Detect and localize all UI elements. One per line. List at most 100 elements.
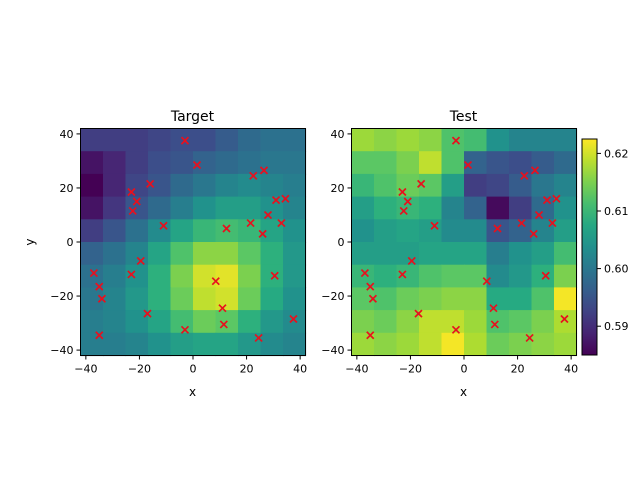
heatmap-cell xyxy=(215,128,239,152)
heatmap-cell xyxy=(396,128,420,152)
heatmap-cell xyxy=(238,151,262,175)
heatmap-cell xyxy=(396,242,420,266)
heatmap-cell xyxy=(464,196,488,220)
heatmap-cell xyxy=(148,128,172,152)
heatmap-cell xyxy=(80,196,104,220)
heatmap-cell xyxy=(419,128,443,152)
heatmap-cell xyxy=(351,310,375,334)
heatmap-cell xyxy=(509,310,533,334)
test-x-axis-ticks: −40 −20 0 20 40 xyxy=(345,355,578,376)
sample-marker xyxy=(403,197,412,206)
heatmap-cell xyxy=(238,310,262,334)
heatmap-cell xyxy=(419,242,443,266)
heatmap-cell xyxy=(103,332,127,357)
heatmap-cell xyxy=(170,242,194,266)
heatmap-cell xyxy=(554,332,578,357)
heatmap-cell xyxy=(148,173,172,198)
heatmap-cell xyxy=(125,332,149,357)
heatmap-cell xyxy=(554,287,578,311)
x-tick-label: 20 xyxy=(511,363,525,376)
heatmap-cell xyxy=(80,310,104,334)
heatmap-cell xyxy=(260,332,284,357)
target-y-axis-ticks: −40 −20 0 20 40 xyxy=(50,128,81,357)
y-tick-label: 0 xyxy=(67,236,74,249)
heatmap-cell xyxy=(103,287,127,311)
heatmap-cell xyxy=(193,242,217,266)
heatmap-cell xyxy=(419,287,443,311)
x-tick-label: −40 xyxy=(74,363,97,376)
heatmap-cell xyxy=(351,173,375,198)
heatmap-cell xyxy=(374,128,398,152)
heatmap-cell xyxy=(148,264,172,288)
target-panel: Target −40 −20 0 20 40 −40 −20 0 20 40 x y xyxy=(23,109,307,399)
heatmap-cell xyxy=(486,287,510,311)
sample-marker xyxy=(95,282,104,291)
heatmap-cell xyxy=(486,196,510,220)
heatmap-cell xyxy=(215,219,239,243)
heatmap-cell xyxy=(464,332,488,357)
sample-marker xyxy=(159,221,168,230)
sample-marker xyxy=(430,221,439,230)
heatmap-cell xyxy=(215,242,239,266)
heatmap-cell xyxy=(148,196,172,220)
heatmap-cell xyxy=(509,242,533,266)
sample-marker xyxy=(463,160,473,170)
sample-marker xyxy=(548,218,557,228)
heatmap-cell xyxy=(396,196,420,220)
heatmap-cell xyxy=(396,332,420,357)
heatmap-cell xyxy=(238,128,262,152)
sample-marker xyxy=(258,229,267,238)
heatmap-cell xyxy=(283,332,307,357)
heatmap-cell xyxy=(486,151,510,175)
colorbar-tick-label: 0.59 xyxy=(604,320,629,333)
heatmap-cell xyxy=(103,151,127,175)
sample-marker xyxy=(136,256,145,266)
heatmap-cell xyxy=(374,287,398,311)
heatmap-cell xyxy=(125,242,149,266)
heatmap-cell xyxy=(351,219,375,243)
heatmap-cell xyxy=(396,264,420,288)
colorbar-ticks: 0.59 0.60 0.61 0.62 xyxy=(597,147,629,333)
heatmap-cell xyxy=(441,151,465,175)
sample-marker xyxy=(97,294,107,303)
heatmap-cell xyxy=(464,219,488,243)
sample-marker xyxy=(271,196,281,205)
heatmap-cell xyxy=(103,264,127,288)
y-tick-label: −20 xyxy=(321,290,344,303)
y-tick-label: 40 xyxy=(60,128,74,141)
target-x-axis-label: x xyxy=(189,385,196,399)
sample-marker xyxy=(263,210,273,220)
sample-marker xyxy=(490,320,499,329)
sample-marker xyxy=(517,218,526,228)
sample-marker xyxy=(552,194,561,203)
heatmap-cell xyxy=(486,264,510,288)
heatmap-cell xyxy=(193,196,217,220)
heatmap-cell xyxy=(238,196,262,220)
sample-marker xyxy=(530,166,540,175)
heatmap-cell xyxy=(486,242,510,266)
sample-marker xyxy=(366,282,375,291)
heatmap-cell xyxy=(103,128,127,152)
heatmap-cell xyxy=(351,287,375,311)
heatmap-cell xyxy=(419,310,443,334)
sample-marker xyxy=(192,160,202,170)
colorbar-tick-label: 0.61 xyxy=(604,205,629,218)
heatmap-cell xyxy=(80,219,104,243)
sample-marker xyxy=(482,277,491,286)
sample-marker xyxy=(132,197,141,206)
heatmap-cell xyxy=(148,242,172,266)
heatmap-cell xyxy=(80,128,104,152)
y-tick-label: −20 xyxy=(50,290,73,303)
heatmap-cell xyxy=(238,287,262,311)
sample-marker xyxy=(451,136,461,145)
y-tick-label: 0 xyxy=(338,236,345,249)
sample-marker xyxy=(366,331,375,340)
heatmap-cell xyxy=(193,287,217,311)
target-x-axis-ticks: −40 −20 0 20 40 xyxy=(74,355,307,376)
heatmap-cell xyxy=(260,242,284,266)
heatmap-cell xyxy=(80,242,104,266)
sample-marker xyxy=(143,309,152,318)
sample-marker xyxy=(127,270,136,279)
heatmap-cell xyxy=(283,196,307,220)
heatmap-cell xyxy=(531,332,555,357)
